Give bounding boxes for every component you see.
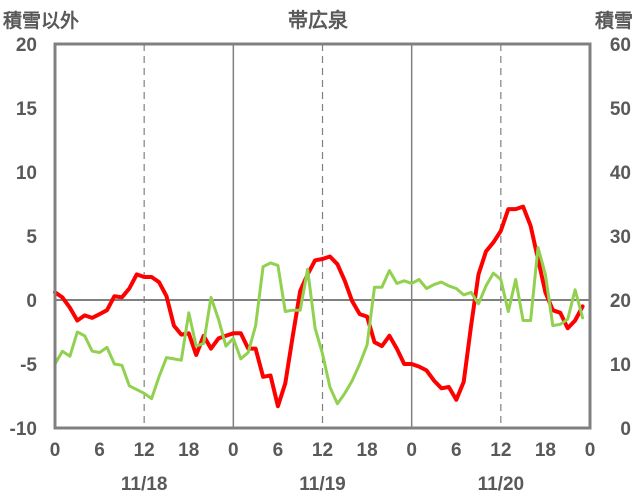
left-tick-label: 5	[26, 227, 37, 248]
x-tick-label: 18	[178, 440, 199, 461]
x-tick-label: 12	[312, 440, 333, 461]
left-tick-label: 0	[26, 291, 37, 312]
series-line-1	[53, 204, 585, 409]
date-label: 11/19	[299, 474, 346, 495]
right-tick-label: 20	[610, 291, 631, 312]
x-tick-label: 12	[490, 440, 511, 461]
date-label: 11/18	[121, 474, 168, 495]
chart-title: 帯広泉	[288, 8, 349, 32]
vertical-gridlines	[55, 44, 590, 428]
x-tick-label: 0	[406, 440, 417, 461]
x-tick-label: 6	[451, 440, 462, 461]
right-tick-label: 10	[610, 355, 631, 376]
date-label: 11/20	[478, 474, 525, 495]
right-tick-label: 30	[610, 227, 631, 248]
x-tick-label: 18	[535, 440, 556, 461]
x-tick-label: 0	[585, 440, 596, 461]
right-tick-label: 40	[610, 163, 631, 184]
x-tick-label: 6	[94, 440, 105, 461]
x-tick-label: 18	[357, 440, 378, 461]
x-tick-label: 0	[228, 440, 239, 461]
plot-frame	[53, 42, 592, 430]
right-tick-label: 60	[610, 35, 631, 56]
left-axis-label: 積雪以外	[3, 9, 79, 32]
left-tick-label: 20	[16, 35, 37, 56]
plot-border	[53, 42, 592, 430]
right-tick-label: 0	[620, 419, 631, 440]
series-line-2	[53, 246, 585, 406]
left-tick-label: -10	[10, 419, 37, 440]
right-tick-label: 50	[610, 99, 631, 120]
left-tick-label: 10	[16, 163, 37, 184]
x-tick-label: 12	[134, 440, 155, 461]
left-tick-label: 15	[16, 99, 38, 120]
x-tick-label: 6	[273, 440, 284, 461]
left-tick-label: -5	[20, 355, 37, 376]
x-tick-label: 0	[50, 440, 61, 461]
right-axis-label: 積雪	[595, 9, 633, 32]
